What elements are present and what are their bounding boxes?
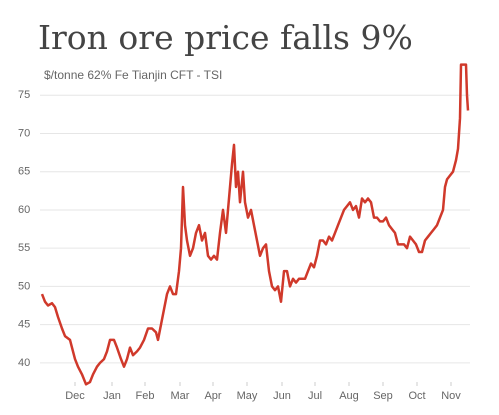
x-tick-label: Sep xyxy=(373,390,393,402)
y-tick-label: 50 xyxy=(18,280,30,292)
x-tick-label: Dec xyxy=(65,390,85,402)
x-tick-label: Feb xyxy=(136,390,155,402)
y-tick-label: 75 xyxy=(18,89,30,101)
x-tick-label: Nov xyxy=(441,390,461,402)
x-tick-label: Apr xyxy=(204,390,221,402)
chart-subtitle: $/tonne 62% Fe Tianjin CFT - TSI xyxy=(44,68,222,82)
y-tick-label: 45 xyxy=(18,319,30,331)
chart-title: Iron ore price falls 9% xyxy=(38,18,413,57)
price-line xyxy=(40,63,470,386)
x-tick-label: Mar xyxy=(171,390,190,402)
y-tick-label: 40 xyxy=(18,357,30,369)
y-tick-label: 60 xyxy=(18,204,30,216)
y-tick-label: 70 xyxy=(18,127,30,139)
x-tick-label: May xyxy=(237,390,258,402)
x-tick-label: Aug xyxy=(339,390,359,402)
x-tick-label: Jul xyxy=(308,390,322,402)
x-tick-label: Jan xyxy=(103,390,121,402)
x-tick-label: Jun xyxy=(273,390,291,402)
y-tick-label: 65 xyxy=(18,166,30,178)
x-tick-label: Oct xyxy=(408,390,425,402)
y-tick-label: 55 xyxy=(18,242,30,254)
